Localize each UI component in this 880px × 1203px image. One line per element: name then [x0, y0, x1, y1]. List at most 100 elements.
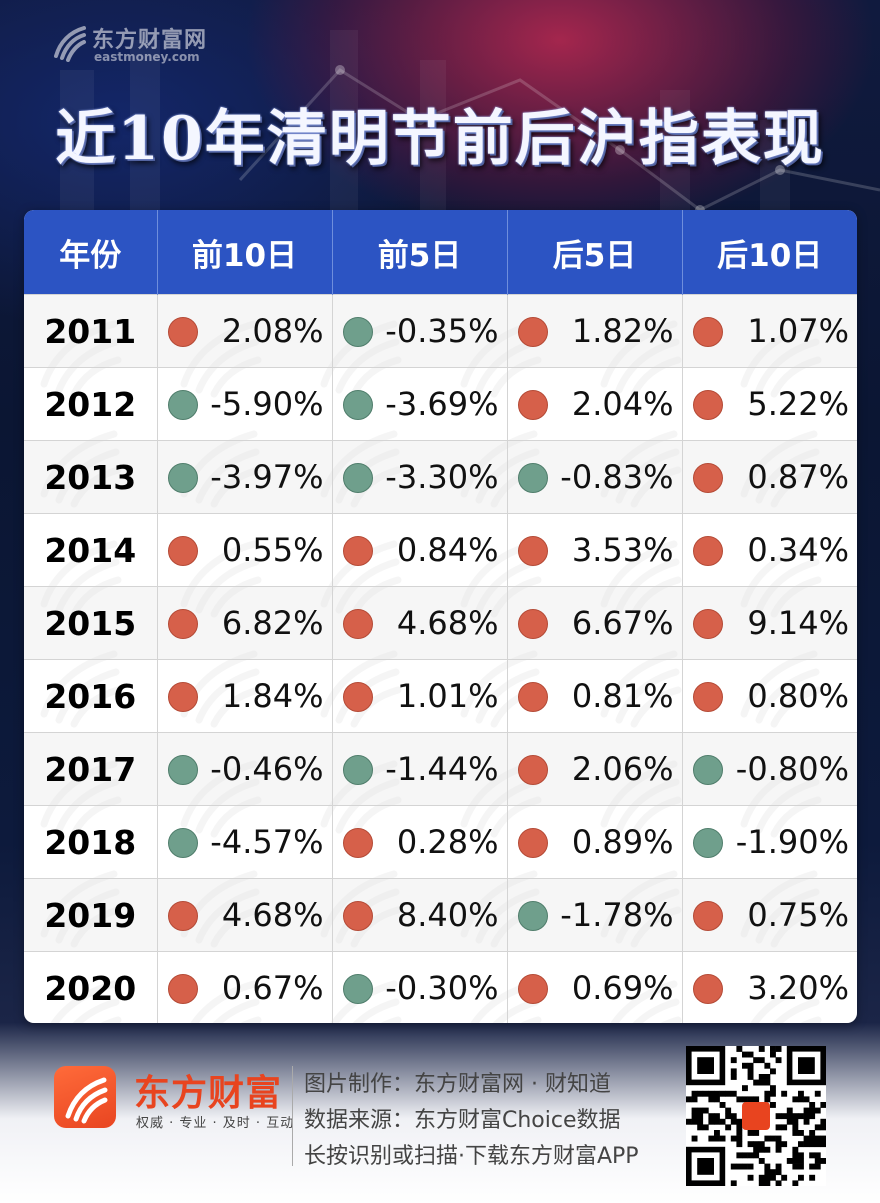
table-row: 2016 1.84% 1.01% 0.81% 0.80%: [24, 659, 857, 733]
percent-value: 0.80%: [747, 677, 849, 715]
up-indicator-dot-icon: [692, 901, 723, 931]
up-indicator-dot-icon: [517, 682, 548, 712]
cell-after-10: 0.75%: [682, 878, 857, 952]
table-row: 2017 -0.46% -1.44% 2.06% -0.80%: [24, 732, 857, 806]
cell-after-5: 6.67%: [507, 586, 683, 660]
table-header-row: 年份 前10日 前5日 后5日 后10日: [24, 210, 857, 295]
year-cell: 2014: [24, 513, 158, 587]
percent-value: 4.68%: [221, 896, 324, 934]
up-indicator-dot-icon: [167, 901, 198, 931]
year-cell: 2020: [24, 951, 158, 1023]
download-qr-code[interactable]: [686, 1046, 827, 1187]
percent-value: -0.80%: [735, 750, 849, 788]
up-indicator-dot-icon: [167, 682, 198, 712]
cell-before-10: 1.84%: [157, 659, 333, 733]
up-indicator-dot-icon: [692, 609, 723, 639]
down-indicator-dot-icon: [342, 317, 373, 347]
percent-value: -3.30%: [385, 458, 499, 496]
cell-before-5: 0.84%: [332, 513, 508, 587]
year-cell: 2011: [24, 294, 158, 368]
header-after-5: 后5日: [507, 210, 683, 295]
year-cell: 2012: [24, 367, 158, 441]
cell-after-5: 2.04%: [507, 367, 683, 441]
cell-before-5: -0.30%: [332, 951, 508, 1023]
table-row: 2014 0.55% 0.84% 3.53% 0.34%: [24, 513, 857, 587]
cell-before-10: 6.82%: [157, 586, 333, 660]
percent-value: 2.08%: [221, 312, 324, 350]
down-indicator-dot-icon: [167, 755, 198, 785]
percent-value: 0.87%: [747, 458, 849, 496]
percent-value: 6.82%: [221, 604, 324, 642]
percent-value: 5.22%: [747, 385, 849, 423]
year-cell: 2017: [24, 732, 158, 806]
up-indicator-dot-icon: [167, 317, 198, 347]
up-indicator-dot-icon: [167, 536, 198, 566]
brand-name: 东方财富网: [92, 28, 208, 53]
percent-value: 8.40%: [396, 896, 499, 934]
year-cell: 2013: [24, 440, 158, 514]
down-indicator-dot-icon: [167, 390, 198, 420]
header-before-5: 前5日: [332, 210, 508, 295]
index-performance-table: 年份 前10日 前5日 后5日 后10日 2011 2.08% -0.35% 1.82…: [24, 210, 857, 1023]
cell-after-5: 0.89%: [507, 805, 683, 879]
cell-after-10: 3.20%: [682, 951, 857, 1023]
cell-after-5: 2.06%: [507, 732, 683, 806]
cell-before-10: 4.68%: [157, 878, 333, 952]
percent-value: 0.75%: [747, 896, 849, 934]
up-indicator-dot-icon: [692, 536, 723, 566]
percent-value: -5.90%: [210, 385, 324, 423]
up-indicator-dot-icon: [342, 901, 373, 931]
up-indicator-dot-icon: [342, 609, 373, 639]
percent-value: 0.28%: [396, 823, 499, 861]
eastmoney-logo-icon: [54, 26, 86, 62]
cell-after-10: 9.14%: [682, 586, 857, 660]
percent-value: 1.84%: [221, 677, 324, 715]
percent-value: 0.67%: [221, 969, 324, 1007]
up-indicator-dot-icon: [167, 609, 198, 639]
table-row: 2015 6.82% 4.68% 6.67% 9.14%: [24, 586, 857, 660]
up-indicator-dot-icon: [517, 974, 548, 1004]
cell-after-5: 1.82%: [507, 294, 683, 368]
cell-before-10: -5.90%: [157, 367, 333, 441]
up-indicator-dot-icon: [517, 390, 548, 420]
cell-before-10: -0.46%: [157, 732, 333, 806]
cell-before-5: -3.30%: [332, 440, 508, 514]
footer-slogan: 权威 · 专业 · 及时 · 互动: [136, 1116, 295, 1131]
table-row: 2013 -3.97% -3.30% -0.83% 0.87%: [24, 440, 857, 514]
page-title: 近10年清明节前后沪指表现: [55, 104, 825, 174]
down-indicator-dot-icon: [692, 828, 723, 858]
cell-after-10: 1.07%: [682, 294, 857, 368]
up-indicator-dot-icon: [692, 463, 723, 493]
cell-before-5: -3.69%: [332, 367, 508, 441]
table-row: 2011 2.08% -0.35% 1.82% 1.07%: [24, 294, 857, 368]
percent-value: 2.04%: [571, 385, 674, 423]
percent-value: -3.97%: [210, 458, 324, 496]
percent-value: 0.69%: [571, 969, 674, 1007]
credit-producer: 图片制作：东方财富网 · 财知道: [304, 1072, 611, 1097]
up-indicator-dot-icon: [692, 390, 723, 420]
cell-after-10: 5.22%: [682, 367, 857, 441]
cell-after-5: 0.81%: [507, 659, 683, 733]
percent-value: 0.81%: [571, 677, 674, 715]
percent-value: 4.68%: [396, 604, 499, 642]
cell-after-10: 0.80%: [682, 659, 857, 733]
cell-before-10: -3.97%: [157, 440, 333, 514]
down-indicator-dot-icon: [517, 901, 548, 931]
cell-before-5: -1.44%: [332, 732, 508, 806]
down-indicator-dot-icon: [342, 755, 373, 785]
year-cell: 2016: [24, 659, 158, 733]
credit-data-source: 数据来源：东方财富Choice数据: [304, 1108, 621, 1133]
up-indicator-dot-icon: [692, 317, 723, 347]
up-indicator-dot-icon: [517, 755, 548, 785]
cell-after-10: -1.90%: [682, 805, 857, 879]
percent-value: 0.34%: [747, 531, 849, 569]
download-hint: 长按识别或扫描·下载东方财富APP: [304, 1144, 639, 1169]
cell-before-5: 0.28%: [332, 805, 508, 879]
cell-before-5: 1.01%: [332, 659, 508, 733]
app-logo-icon: [65, 1077, 108, 1124]
percent-value: -0.46%: [210, 750, 324, 788]
cell-before-10: 0.67%: [157, 951, 333, 1023]
table-row: 2018 -4.57% 0.28% 0.89% -1.90%: [24, 805, 857, 879]
cell-after-10: 0.87%: [682, 440, 857, 514]
down-indicator-dot-icon: [342, 463, 373, 493]
